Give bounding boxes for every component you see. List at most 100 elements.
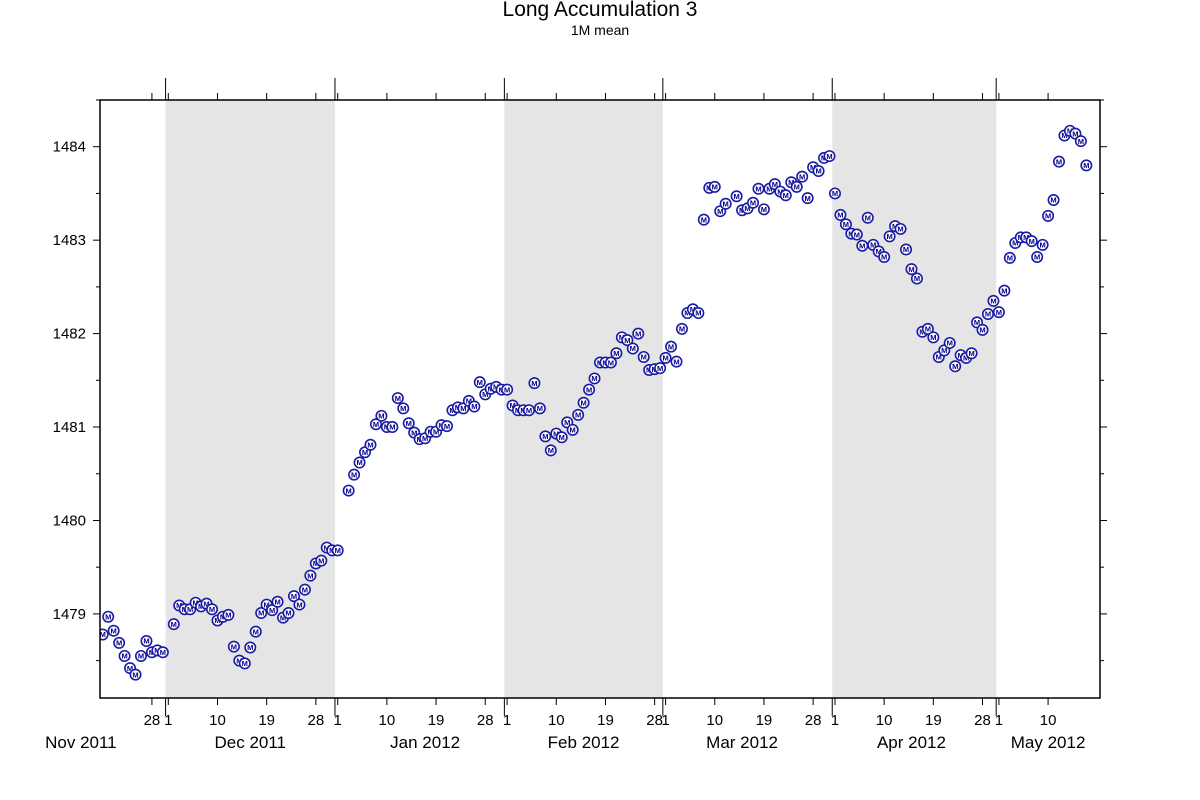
data-point-symbol: M <box>389 423 395 432</box>
data-point: M <box>134 649 147 662</box>
data-point-symbol: M <box>526 406 532 415</box>
data-point-symbol: M <box>641 353 647 362</box>
data-point-marker <box>823 150 836 163</box>
data-point-marker <box>501 383 514 396</box>
data-point-marker <box>719 197 732 210</box>
data-point-marker <box>271 595 284 608</box>
data-point: M <box>796 170 809 183</box>
data-point: M <box>271 595 284 608</box>
data-point: M <box>801 192 814 205</box>
data-point-symbol: M <box>1012 239 1018 248</box>
data-point-symbol: M <box>274 597 280 606</box>
data-point: M <box>692 307 705 320</box>
data-point-symbol: M <box>630 344 636 353</box>
data-point-symbol: M <box>974 318 980 327</box>
data-point: M <box>440 420 453 433</box>
data-point-symbol: M <box>575 411 581 420</box>
data-point-marker <box>1025 235 1038 248</box>
data-point-marker <box>747 196 760 209</box>
data-point-symbol: M <box>936 353 942 362</box>
data-point-symbol: M <box>892 222 898 231</box>
data-point-symbol: M <box>444 422 450 431</box>
chart-subtitle: 1M mean <box>570 22 630 38</box>
data-point-symbol: M <box>324 543 330 552</box>
data-point-symbol: M <box>635 329 641 338</box>
data-point-marker <box>473 376 486 389</box>
data-point-symbol: M <box>930 333 936 342</box>
data-point-symbol: M <box>963 354 969 363</box>
data-point-symbol: M <box>373 420 379 429</box>
data-point-marker <box>1031 250 1044 263</box>
data-point: M <box>473 376 486 389</box>
data-point: M <box>719 197 732 210</box>
data-point-marker <box>577 396 590 409</box>
data-point-symbol: M <box>925 325 931 334</box>
data-point-marker <box>572 408 585 421</box>
data-point: M <box>632 327 645 340</box>
data-point-marker <box>730 190 743 203</box>
data-point-marker <box>796 170 809 183</box>
data-point: M <box>244 641 257 654</box>
data-point: M <box>583 383 596 396</box>
data-point: M <box>107 624 120 637</box>
data-point-marker <box>801 192 814 205</box>
data-point-marker <box>905 263 918 276</box>
data-point-symbol: M <box>690 305 696 314</box>
data-point-marker <box>610 347 623 360</box>
data-point-marker <box>637 350 650 363</box>
data-point-symbol: M <box>968 349 974 358</box>
data-point: M <box>1047 193 1060 206</box>
data-point: M <box>100 628 109 641</box>
data-point-marker <box>675 322 688 335</box>
data-point: M <box>391 392 404 405</box>
data-point-marker <box>1036 238 1049 251</box>
data-point-symbol: M <box>843 220 849 229</box>
data-point-symbol: M <box>302 585 308 594</box>
data-point-marker <box>998 284 1011 297</box>
data-point-marker <box>692 307 705 320</box>
data-point-symbol: M <box>886 232 892 241</box>
x-tick-label: 1 <box>503 712 511 729</box>
data-point-marker <box>222 608 235 621</box>
data-point-symbol: M <box>733 192 739 201</box>
data-point: M <box>747 196 760 209</box>
data-point-symbol: M <box>542 432 548 441</box>
data-point: M <box>129 668 142 681</box>
y-tick-label: 1484 <box>53 139 86 156</box>
data-point-marker <box>665 340 678 353</box>
data-point-marker <box>522 404 535 417</box>
data-point-marker <box>100 628 109 641</box>
data-point-symbol: M <box>979 326 985 335</box>
data-point-symbol: M <box>1072 129 1078 138</box>
data-point-marker <box>1047 193 1060 206</box>
data-point-symbol: M <box>580 398 586 407</box>
data-point-symbol: M <box>657 364 663 373</box>
data-point-symbol: M <box>1067 127 1073 136</box>
data-point-marker <box>255 606 268 619</box>
data-point: M <box>156 646 169 659</box>
x-tick-label: 10 <box>706 712 723 729</box>
data-point: M <box>812 165 825 178</box>
data-point: M <box>528 377 541 390</box>
data-point-marker <box>654 362 667 375</box>
data-point-marker <box>227 640 240 653</box>
data-point-symbol: M <box>553 429 559 438</box>
data-point-symbol: M <box>395 394 401 403</box>
data-point-symbol: M <box>171 620 177 629</box>
data-point-marker <box>369 418 382 431</box>
data-point: M <box>992 306 1005 319</box>
data-point-marker <box>1003 251 1016 264</box>
data-point-symbol: M <box>482 390 488 399</box>
data-point-symbol: M <box>132 670 138 679</box>
data-point-marker <box>293 598 306 611</box>
data-point-marker <box>910 272 923 285</box>
data-point: M <box>255 606 268 619</box>
data-point-marker <box>331 544 344 557</box>
data-point-marker <box>583 383 596 396</box>
data-point-marker <box>604 356 617 369</box>
data-point-marker <box>987 294 1000 307</box>
data-point: M <box>856 239 869 252</box>
month-label: May 2012 <box>1011 733 1086 752</box>
data-point: M <box>675 322 688 335</box>
